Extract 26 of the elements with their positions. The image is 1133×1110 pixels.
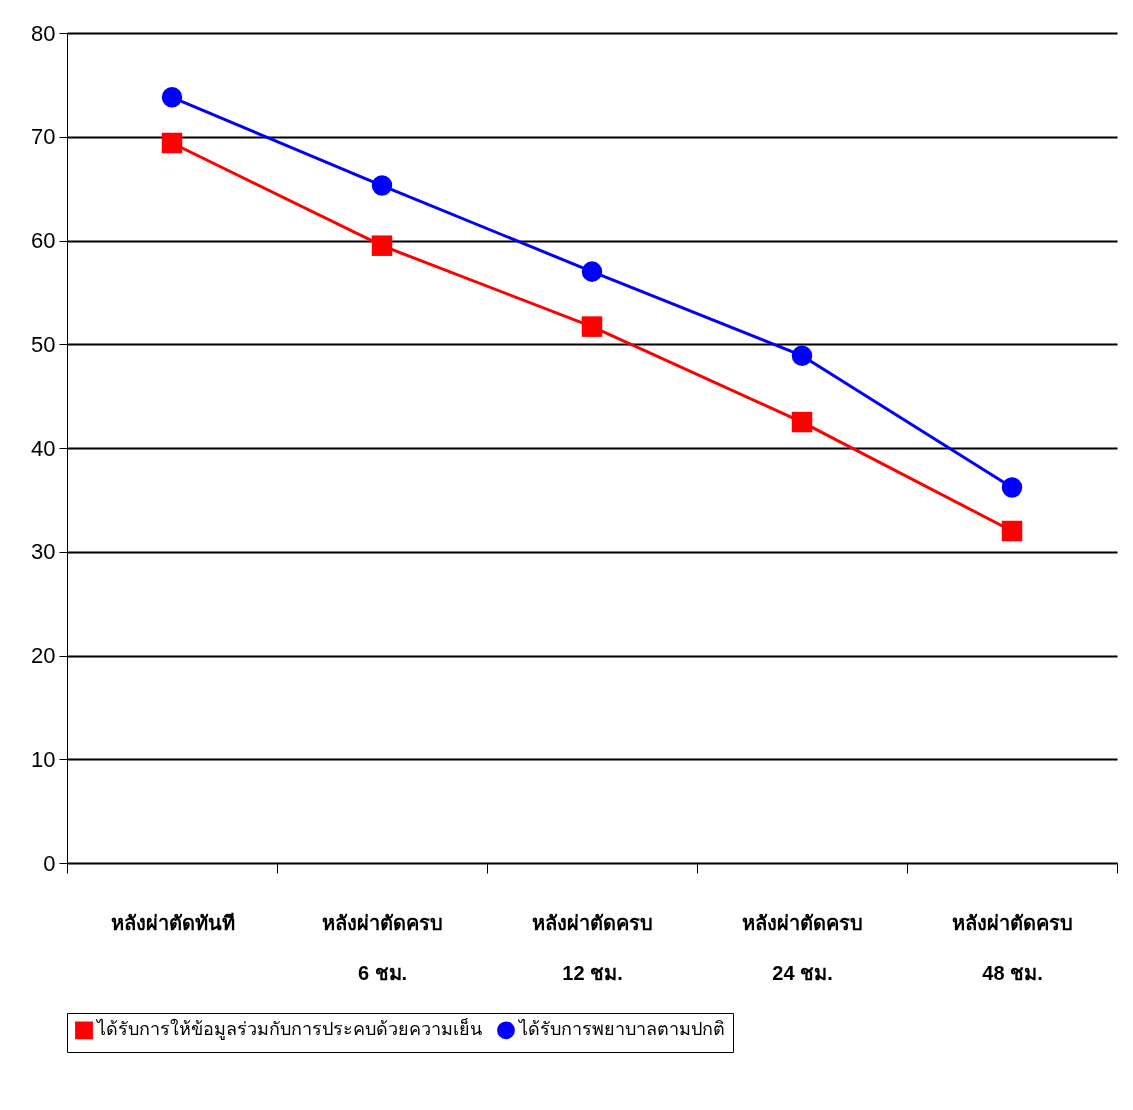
- category-label: หลังผ่าตัดครบ 24 ชม.: [742, 911, 863, 984]
- y-tick-label: 0: [43, 850, 56, 876]
- y-tick-label: 30: [31, 539, 56, 565]
- legend-label: ได้รับการให้ข้อมูลร่วมกับการประคบด้วยความเย็น: [95, 1017, 482, 1041]
- point: [1001, 477, 1023, 498]
- y-tick-label: 20: [31, 643, 56, 668]
- y-tick-label: 80: [31, 20, 56, 46]
- point: [371, 235, 393, 256]
- category-label: หลังผ่าตัดครบ 12 ชม.: [532, 911, 653, 984]
- point: [581, 316, 603, 337]
- x-tick-label: หลังผ่าตัดทันที: [110, 911, 235, 934]
- point: [371, 175, 393, 196]
- point: [791, 411, 813, 433]
- point: [1001, 520, 1023, 542]
- y-tick-label: 50: [31, 331, 56, 357]
- category-label: หลังผ่าตัดครบ 48 ชม.: [952, 911, 1073, 984]
- point: [161, 132, 183, 154]
- y-tick-label: 10: [31, 746, 56, 772]
- category-label: หลังผ่าตัดครบ 6 ชม.: [322, 911, 443, 984]
- point: [791, 345, 813, 366]
- point: [161, 87, 183, 108]
- y-tick-label: 70: [31, 124, 56, 150]
- legend-label: ได้รับการพยาบาลตามปกติ: [517, 1018, 725, 1040]
- y-tick-label: 60: [31, 228, 56, 253]
- y-tick-label: 40: [31, 435, 56, 461]
- point: [581, 261, 603, 282]
